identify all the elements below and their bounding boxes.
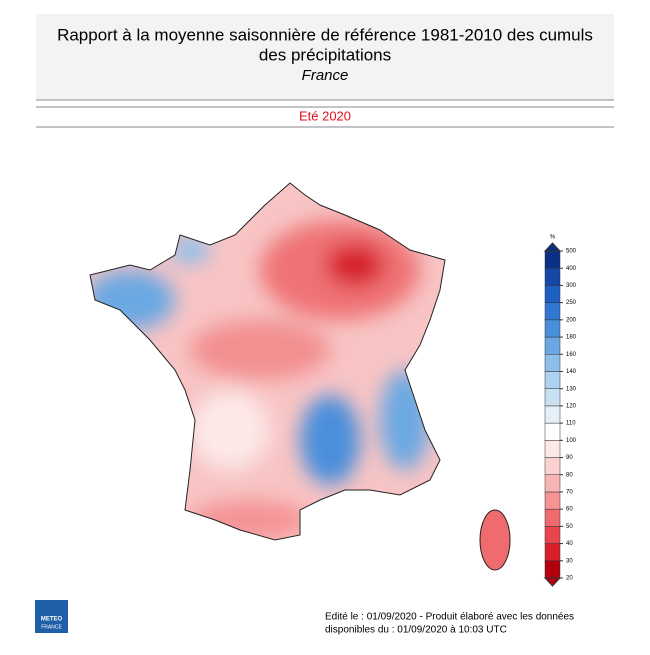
colorbar-segment bbox=[544, 440, 561, 458]
colorbar-label: 400 bbox=[566, 266, 577, 272]
colorbar-unit: % bbox=[550, 235, 556, 241]
footer: Edité le : 01/09/2020 - Produit élaboré … bbox=[325, 612, 574, 623]
colorbar-label: 30 bbox=[566, 558, 573, 564]
colorbar-segment bbox=[544, 285, 561, 303]
colorbar-segment bbox=[544, 543, 561, 562]
title: des précipitations bbox=[259, 45, 391, 64]
title: Rapport à la moyenne saisonnière de réfé… bbox=[57, 25, 593, 44]
colorbar: % 20 30 40 50 60 70 80 90 100 110 120 130 140 160 180 20… bbox=[543, 235, 577, 587]
logo-text: FRANCE bbox=[41, 624, 62, 630]
colorbar-label: 500 bbox=[566, 249, 577, 255]
colorbar-segment bbox=[544, 457, 561, 475]
colorbar-segment bbox=[544, 354, 561, 372]
colorbar-label: 180 bbox=[566, 335, 577, 341]
logo bbox=[35, 600, 68, 633]
colorbar-label: 100 bbox=[566, 438, 577, 444]
colorbar-segment bbox=[544, 474, 561, 493]
colorbar-segment bbox=[544, 388, 561, 407]
colorbar-segment bbox=[544, 336, 561, 355]
period: Eté 2020 bbox=[299, 108, 351, 123]
corsica bbox=[479, 509, 511, 571]
colorbar-segment bbox=[544, 319, 561, 338]
colorbar-label: 120 bbox=[566, 403, 577, 409]
colorbar-label: 20 bbox=[566, 576, 573, 582]
footer: disponibles du : 01/09/2020 à 10:03 UTC bbox=[325, 625, 507, 636]
colorbar-label: 200 bbox=[566, 317, 577, 323]
colorbar-label: 130 bbox=[566, 386, 577, 392]
colorbar-label: 60 bbox=[566, 507, 573, 513]
colorbar-label: 40 bbox=[566, 541, 573, 547]
colorbar-label: 50 bbox=[566, 524, 573, 530]
title-box bbox=[36, 14, 614, 100]
colorbar-segment bbox=[544, 422, 561, 441]
colorbar-segment bbox=[544, 302, 561, 321]
colorbar-label: 80 bbox=[566, 472, 573, 478]
colorbar-segment bbox=[544, 491, 561, 510]
colorbar-label: 90 bbox=[566, 455, 573, 461]
colorbar-segment bbox=[544, 250, 561, 269]
subtitle: France bbox=[302, 67, 349, 84]
colorbar-segment bbox=[544, 560, 561, 579]
colorbar-segment bbox=[544, 508, 561, 527]
colorbar-segment bbox=[544, 526, 561, 544]
colorbar-label: 250 bbox=[566, 300, 577, 306]
colorbar-label: 140 bbox=[566, 369, 577, 375]
colorbar-segment bbox=[544, 267, 561, 286]
colorbar-segment bbox=[544, 371, 561, 389]
colorbar-label: 110 bbox=[566, 421, 576, 427]
colorbar-label: 160 bbox=[566, 352, 577, 358]
logo-text: METEO bbox=[41, 617, 63, 623]
colorbar-arrow bbox=[543, 242, 562, 252]
colorbar-arrow bbox=[543, 577, 562, 587]
colorbar-segment bbox=[544, 405, 561, 424]
colorbar-label: 70 bbox=[566, 490, 573, 496]
colorbar-label: 300 bbox=[566, 283, 577, 289]
